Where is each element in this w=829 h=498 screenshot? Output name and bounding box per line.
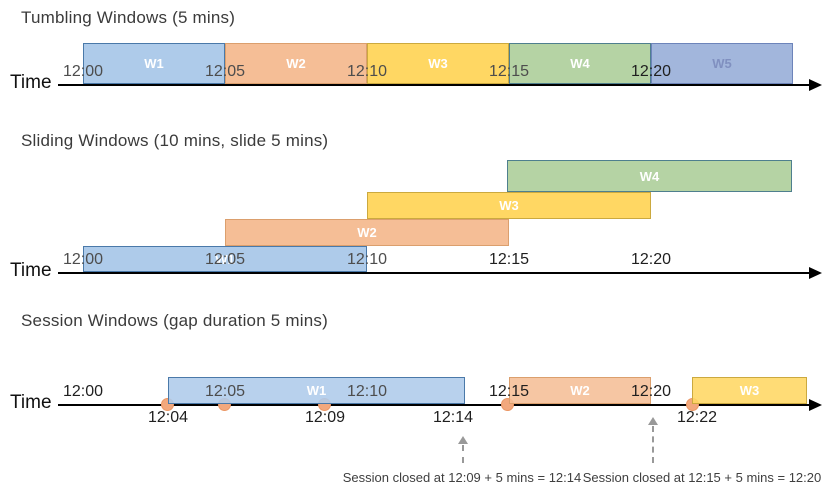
tick-label: 12:10 (346, 63, 388, 80)
event-time-label: 12:22 (676, 409, 718, 426)
tick-label: 12:00 (62, 383, 104, 400)
dashed-arrow-head-icon (648, 417, 658, 425)
section-title: Sliding Windows (10 mins, slide 5 mins) (21, 131, 329, 150)
tick-label: 12:15 (488, 251, 530, 268)
window-label: W3 (499, 198, 519, 213)
section-title: Tumbling Windows (5 mins) (21, 8, 236, 27)
section-title: Session Windows (gap duration 5 mins) (21, 311, 328, 330)
time-axis-label: Time (10, 260, 52, 281)
window-label: W3 (739, 383, 760, 398)
window-w1-box: W1 (168, 377, 465, 404)
window-w1-box: W1 (83, 43, 225, 84)
window-w3-box: W3 (367, 43, 509, 84)
time-axis (58, 404, 811, 406)
axis-arrowhead-icon (809, 399, 822, 411)
window-w2-box: W2 (509, 377, 651, 404)
time-axis-label: Time (10, 72, 52, 93)
dashed-arrow-line (652, 426, 654, 463)
tick-label: 12:20 (630, 63, 672, 80)
window-w3-box: W3 (692, 377, 807, 404)
window-label: W1 (144, 56, 164, 71)
tick-label: 12:05 (204, 63, 246, 80)
window-w2-box: W2 (225, 219, 509, 246)
dashed-arrow-head-icon (458, 436, 468, 444)
time-axis (58, 272, 811, 274)
time-axis (58, 84, 811, 86)
window-label: W4 (570, 56, 590, 71)
event-time-label: 12:14 (432, 409, 474, 426)
tick-label: 12:20 (630, 251, 672, 268)
window-label: W3 (428, 56, 448, 71)
tick-label: 12:05 (204, 383, 246, 400)
tick-label: 12:20 (630, 383, 672, 400)
tick-label: 12:10 (346, 383, 388, 400)
axis-arrowhead-icon (809, 79, 822, 91)
window-label: W2 (357, 225, 377, 240)
event-time-label: 12:09 (304, 409, 346, 426)
tick-label: 12:10 (346, 251, 388, 268)
window-label: W2 (570, 383, 590, 398)
tick-label: 12:15 (488, 63, 530, 80)
window-w4-box: W4 (509, 43, 651, 84)
window-label: W4 (639, 168, 660, 184)
annotation-text: Session closed at 12:15 + 5 mins = 12:20 (582, 470, 822, 485)
window-label: W1 (306, 383, 327, 398)
tick-label: 12:15 (488, 383, 530, 400)
tick-label: 12:05 (204, 251, 246, 268)
window-label: W1 (215, 251, 235, 267)
window-w1-box: W1 (83, 246, 367, 272)
dashed-arrow-line (462, 445, 464, 463)
window-w3-box: W3 (367, 192, 651, 219)
annotation-text: Session closed at 12:09 + 5 mins = 12:14 (342, 470, 582, 485)
window-w4-box: W4 (507, 160, 792, 192)
tick-label: 12:00 (62, 63, 104, 80)
window-label: W2 (286, 56, 306, 71)
window-label: W5 (712, 56, 732, 71)
event-time-label: 12:04 (147, 409, 189, 426)
time-axis-label: Time (10, 392, 52, 413)
axis-arrowhead-icon (809, 267, 822, 279)
window-w5-box: W5 (651, 43, 793, 84)
window-w2-box: W2 (225, 43, 367, 84)
tick-label: 12:00 (62, 251, 104, 268)
